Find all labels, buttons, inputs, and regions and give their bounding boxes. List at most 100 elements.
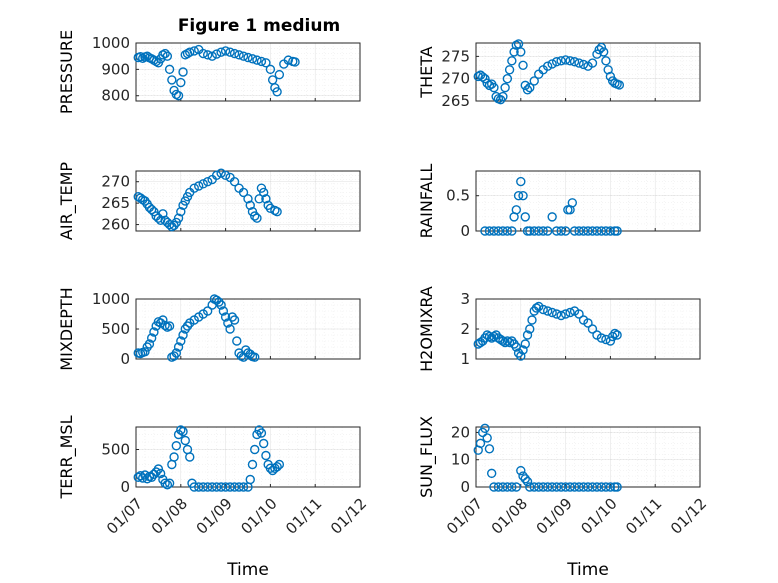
y-tick-label: 20 (451, 423, 470, 441)
y-tick-label: 800 (101, 87, 130, 105)
data-point (486, 468, 497, 479)
data-point (176, 336, 186, 346)
data-point (211, 49, 222, 59)
data-point (504, 337, 515, 348)
data-point (252, 213, 262, 223)
data-point (164, 219, 175, 230)
data-point (542, 61, 553, 71)
data-point (511, 482, 522, 492)
data-point (518, 345, 528, 355)
data-point (146, 333, 157, 343)
data-point (225, 482, 235, 492)
data-point (578, 482, 589, 492)
data-point (272, 207, 282, 217)
data-point (171, 348, 182, 358)
data-point (511, 205, 522, 215)
data-point (265, 463, 276, 473)
data-point (596, 482, 607, 492)
axes-box (135, 426, 361, 488)
data-point (258, 187, 269, 198)
data-point (173, 213, 184, 223)
data-point (232, 336, 242, 346)
data-point (520, 474, 530, 484)
y-tick-label: 500 (101, 320, 130, 338)
data-point (520, 339, 530, 349)
data-point (225, 324, 235, 334)
y-tick-label: 0 (120, 478, 130, 496)
data-point (489, 482, 499, 492)
axes-1: 265 270 275 THETA (417, 39, 701, 110)
data-point (565, 56, 575, 66)
data-point (520, 212, 530, 222)
data-series (473, 301, 622, 361)
data-point (498, 226, 508, 236)
y-axis-label: THETA (417, 46, 436, 98)
data-point (578, 226, 589, 236)
data-point (176, 425, 186, 435)
data-point (522, 85, 533, 95)
data-point (243, 52, 253, 63)
axes-5: 1 2 3 H2OMIXRA (417, 286, 701, 372)
data-point (169, 452, 179, 462)
axes-box (475, 170, 701, 232)
data-point (538, 304, 548, 315)
data-series (473, 423, 622, 492)
data-point (612, 226, 622, 236)
data-series (473, 39, 625, 105)
data-point (234, 482, 244, 492)
data-point (516, 351, 526, 361)
data-point (220, 312, 231, 322)
data-point (574, 482, 584, 492)
data-point (605, 226, 616, 236)
data-point (189, 482, 199, 492)
data-point (500, 82, 510, 93)
data-point (250, 444, 260, 455)
data-point (229, 482, 240, 492)
data-point (525, 324, 535, 334)
y-tick-label: 500 (101, 441, 130, 459)
data-point (261, 450, 271, 461)
axes-box (135, 42, 361, 102)
data-point (178, 426, 188, 437)
data-point (556, 310, 566, 321)
data-point (527, 315, 537, 325)
data-point (194, 482, 204, 492)
data-point (202, 306, 213, 316)
data-point (525, 482, 535, 492)
data-point (158, 209, 168, 219)
data-point (601, 482, 611, 492)
data-point (173, 91, 184, 101)
data-point (569, 226, 580, 236)
data-point (605, 71, 616, 82)
data-point (507, 56, 517, 66)
y-tick-label: 270 (441, 70, 470, 88)
data-point (198, 179, 208, 189)
data-point (162, 51, 173, 61)
data-point (502, 73, 513, 84)
data-point (560, 55, 571, 65)
data-point (194, 181, 204, 191)
data-point (560, 482, 571, 492)
data-point (220, 170, 231, 180)
data-point (534, 482, 544, 492)
data-point (243, 194, 253, 204)
data-point (565, 307, 575, 318)
data-point (480, 423, 490, 434)
data-point (171, 441, 182, 451)
data-point (614, 80, 625, 90)
data-point (160, 478, 170, 488)
data-point (569, 482, 580, 492)
data-point (574, 58, 584, 68)
data-point (583, 226, 593, 236)
data-point (592, 226, 602, 236)
data-point (538, 482, 548, 492)
data-point (198, 482, 208, 492)
axes-0: 800 900 1000 PRESSURE (57, 30, 361, 114)
data-point (484, 444, 495, 454)
data-point (516, 465, 526, 476)
data-point (238, 51, 249, 61)
data-point (578, 59, 589, 70)
data-point (252, 55, 262, 65)
data-point (583, 318, 593, 328)
